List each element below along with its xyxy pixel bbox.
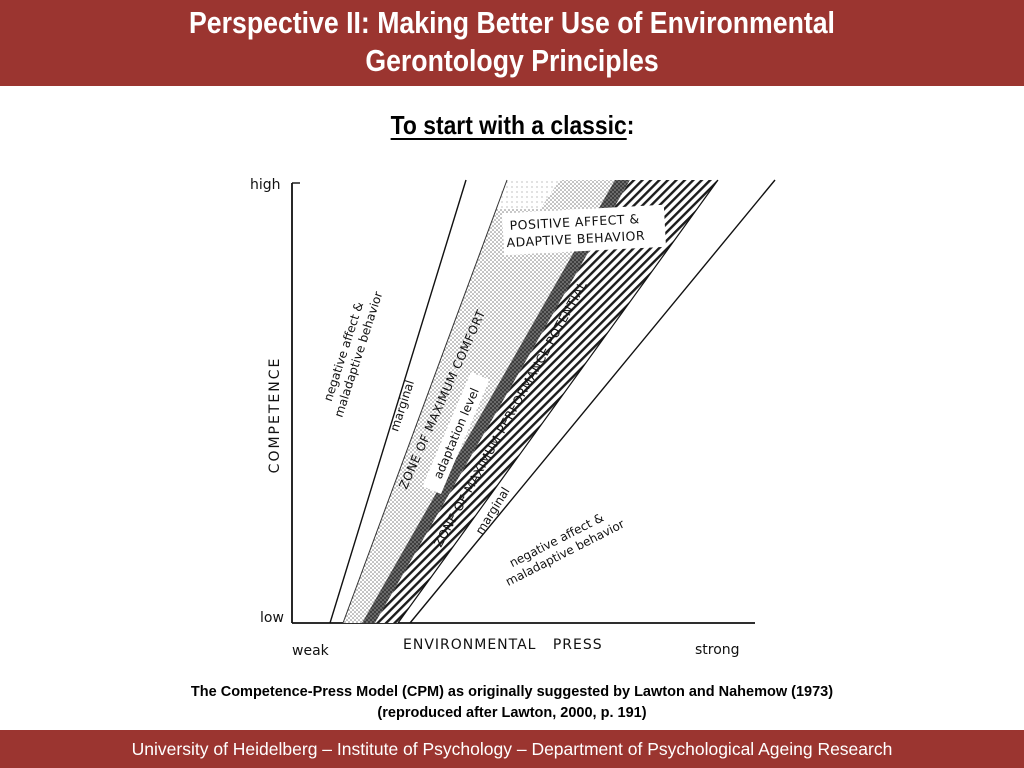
adaptation-level-band (362, 180, 630, 623)
y-high-label: high (250, 177, 281, 193)
positive-affect-label: POSITIVE AFFECT & ADAPTIVE BEHAVIOR (505, 211, 645, 250)
positive-affect-label-box (502, 204, 666, 256)
y-low-label: low (260, 610, 284, 626)
performance-zone-right-edge (397, 179, 719, 624)
marginal-upper-label: marginal (387, 378, 417, 433)
upper-marginal-boundary (329, 179, 467, 624)
x-weak-label: weak (292, 643, 330, 659)
subtitle-underlined: To start with a classic (390, 110, 627, 140)
adaptation-label-box (422, 372, 490, 494)
slide-footer: University of Heidelberg – Institute of … (0, 730, 1024, 768)
negative-affect-upper-label: negative affect & maladaptive behavior (317, 285, 385, 419)
x-axis-label: ENVIRONMENTAL PRESS (403, 637, 603, 653)
caption-line-2: (reproduced after Lawton, 2000, p. 191) (377, 705, 647, 721)
y-axis-label: COMPETENCE (267, 357, 283, 474)
competence-press-figure: high low COMPETENCE weak ENVIRONMENTAL P… (240, 165, 780, 675)
light-top-band (495, 180, 560, 209)
x-strong-label: strong (695, 642, 740, 658)
subtitle-suffix: : (626, 110, 634, 140)
subtitle-text: To start with a classic: (390, 110, 634, 141)
positive-affect-line-2: ADAPTIVE BEHAVIOR (506, 228, 645, 250)
figure-caption: The Competence-Press Model (CPM) as orig… (0, 682, 1024, 724)
slide-subtitle: To start with a classic: (0, 110, 1024, 141)
slide-header: Perspective II: Making Better Use of Env… (0, 0, 1024, 86)
comfort-zone-left-edge (342, 179, 508, 624)
slide-title-line-1: Perspective II: Making Better Use of Env… (189, 5, 835, 40)
zone-of-maximum-performance-band (375, 180, 718, 623)
negative-affect-lower-label: negative affect & maladaptive behavior (496, 503, 626, 588)
lower-marginal-boundary (409, 179, 776, 624)
slide-title-line-2: Gerontology Principles (365, 43, 659, 78)
caption-line-1: The Competence-Press Model (CPM) as orig… (190, 684, 834, 700)
competence-press-diagram: high low COMPETENCE weak ENVIRONMENTAL P… (250, 177, 776, 659)
positive-affect-line-1: POSITIVE AFFECT & (509, 211, 640, 233)
